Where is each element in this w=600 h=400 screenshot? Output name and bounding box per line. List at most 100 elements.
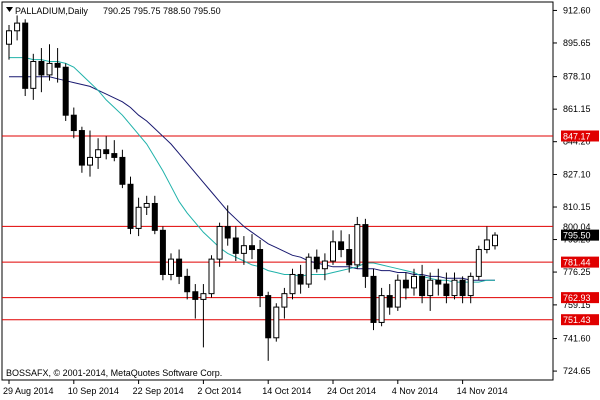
level-price-tag-bg xyxy=(561,314,599,326)
level-price-tag-label: 751.43 xyxy=(563,315,591,325)
y-tick-label: 759.15 xyxy=(563,300,591,310)
bearish-candle-body xyxy=(54,62,61,68)
bullish-candle-body xyxy=(467,275,474,297)
candle xyxy=(313,249,320,273)
y-tick-label: 724.65 xyxy=(563,366,591,376)
ohlc-readout: 790.25 795.75 788.50 795.50 xyxy=(103,6,221,16)
bearish-candle-body xyxy=(159,229,166,275)
candle xyxy=(492,232,498,250)
bearish-candle-body xyxy=(176,258,183,277)
candle xyxy=(467,272,474,304)
x-tick-label: 24 Oct 2014 xyxy=(327,386,376,396)
bullish-candle-body xyxy=(378,295,385,323)
bullish-candle-body xyxy=(14,22,21,32)
bearish-candle-body xyxy=(70,114,77,132)
candle xyxy=(305,253,312,288)
bullish-candle-body xyxy=(281,293,288,308)
candle xyxy=(249,234,255,260)
candle xyxy=(273,303,280,342)
candle xyxy=(281,287,288,319)
bearish-candle-body xyxy=(338,241,345,251)
level-price-tag: 781.44 xyxy=(561,256,599,268)
candle xyxy=(330,230,336,265)
candle xyxy=(127,176,134,235)
x-tick-label: 10 Sep 2014 xyxy=(68,386,119,396)
candle xyxy=(443,272,450,304)
candle xyxy=(184,268,191,300)
bullish-candle-body xyxy=(6,30,12,45)
level-price-tag-label: 847.17 xyxy=(563,131,591,141)
candle xyxy=(192,284,199,319)
bearish-candle-body xyxy=(297,273,304,285)
candle xyxy=(30,53,37,100)
candle xyxy=(38,48,45,93)
candle xyxy=(135,197,142,237)
bullish-candle-body xyxy=(240,245,247,254)
candle xyxy=(354,216,361,269)
candle xyxy=(95,138,102,169)
candle xyxy=(87,130,93,177)
bearish-candle-body xyxy=(443,283,450,297)
x-tick-label: 4 Nov 2014 xyxy=(392,386,438,396)
candle xyxy=(338,230,345,258)
candle xyxy=(22,19,29,97)
candle xyxy=(111,140,118,162)
x-tick-label: 29 Aug 2014 xyxy=(3,386,54,396)
bearish-candle-body xyxy=(313,256,320,270)
candle xyxy=(14,15,21,41)
bullish-candle-body xyxy=(200,293,207,300)
x-tick-label: 22 Sep 2014 xyxy=(133,386,184,396)
candle xyxy=(346,234,353,273)
candle xyxy=(378,287,385,327)
y-tick-label: 912.60 xyxy=(563,5,591,15)
bullish-candle-body xyxy=(216,225,223,260)
bullish-candle-body xyxy=(492,234,498,247)
candle xyxy=(265,291,272,361)
bullish-candle-body xyxy=(305,256,312,285)
level-price-tag: 762.93 xyxy=(561,292,599,304)
candle xyxy=(483,226,490,254)
bullish-candle-body xyxy=(475,249,482,277)
collapse-triangle-icon[interactable] xyxy=(6,7,13,12)
candle xyxy=(386,284,393,315)
bearish-candle-body xyxy=(459,279,466,297)
candle xyxy=(362,218,369,288)
level-price-tag-label: 762.93 xyxy=(563,293,591,303)
level-price-tag-bg xyxy=(561,256,599,268)
candle xyxy=(240,236,247,265)
bearish-candle-body xyxy=(232,237,239,254)
level-price-tag-outline-bg xyxy=(561,220,599,232)
candle xyxy=(62,63,69,121)
bullish-candle-body xyxy=(95,149,102,158)
candle xyxy=(370,268,377,331)
bearish-candle-body xyxy=(249,245,255,251)
y-tick-label: 895.65 xyxy=(563,38,591,48)
candle xyxy=(224,205,231,246)
candle xyxy=(419,264,426,304)
y-tick-label: 776.25 xyxy=(563,267,591,277)
bullish-candle-body xyxy=(30,60,37,89)
candle xyxy=(200,284,207,348)
bearish-candle-body xyxy=(22,22,29,89)
candle xyxy=(411,268,417,296)
candle xyxy=(394,274,401,311)
symbol-label: PALLADIUM,Daily xyxy=(15,6,88,16)
candle xyxy=(232,226,239,262)
bullish-candle-body xyxy=(483,239,490,251)
y-tick-label: 878.10 xyxy=(563,72,591,82)
bearish-candle-body xyxy=(119,156,126,185)
level-price-tag-bg xyxy=(561,292,599,304)
bearish-candle-body xyxy=(386,295,393,308)
y-tick-label: 810.15 xyxy=(563,202,591,212)
candle xyxy=(143,195,150,215)
level-price-tag: 847.17 xyxy=(561,130,599,142)
x-tick-label: 2 Oct 2014 xyxy=(197,386,241,396)
bearish-candle-body xyxy=(111,153,118,158)
bullish-candle-body xyxy=(46,62,53,76)
bullish-candle-body xyxy=(273,306,280,339)
candle xyxy=(78,126,85,173)
candle xyxy=(427,272,434,311)
bullish-candle-body xyxy=(321,260,328,270)
